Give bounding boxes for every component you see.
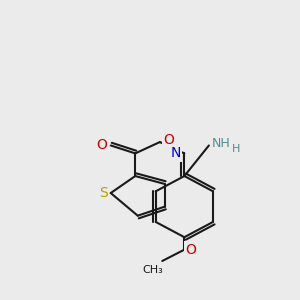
Text: NH: NH bbox=[212, 137, 230, 150]
Text: N: N bbox=[171, 146, 181, 161]
Text: O: O bbox=[97, 139, 108, 152]
Text: O: O bbox=[163, 133, 174, 147]
Text: CH₃: CH₃ bbox=[142, 265, 163, 275]
Text: S: S bbox=[99, 186, 108, 200]
Text: H: H bbox=[232, 144, 240, 154]
Text: O: O bbox=[185, 243, 196, 257]
